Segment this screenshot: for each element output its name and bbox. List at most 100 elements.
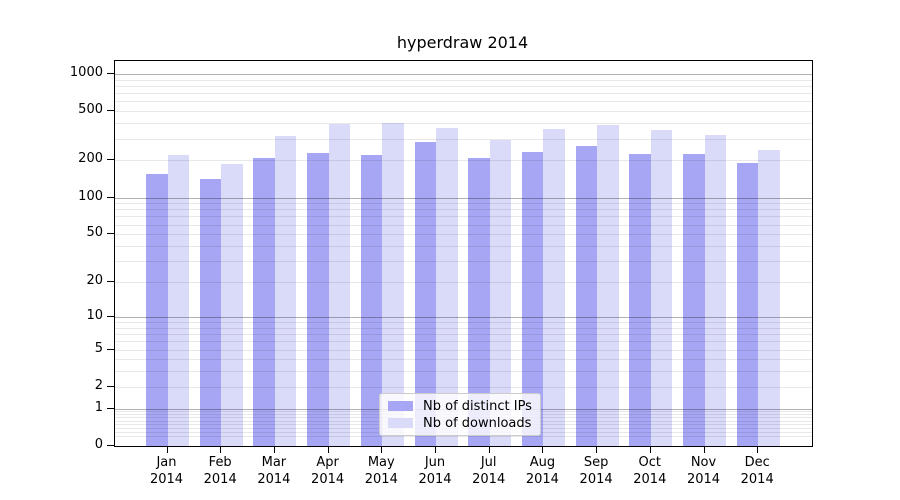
x-tick-label: Mar 2014: [257, 455, 291, 487]
x-tick-mark: [220, 446, 222, 453]
bar-distinct-ips: [199, 179, 222, 446]
plot-area: [114, 60, 813, 447]
y-tick-mark: [107, 196, 114, 198]
bar-distinct-ips: [414, 142, 436, 446]
chart-title: hyperdraw 2014: [396, 33, 529, 52]
gridline-minor: [115, 359, 812, 361]
y-tick-label: 200: [78, 151, 103, 167]
x-tick-label: Feb 2014: [203, 455, 237, 487]
bar-distinct-ips: [629, 153, 651, 446]
legend-label-distinct-ips: Nb of distinct IPs: [423, 398, 532, 414]
gridline-minor: [115, 436, 812, 438]
y-tick-mark: [107, 445, 114, 446]
bar-distinct-ips: [468, 158, 490, 446]
bar-downloads: [597, 124, 619, 446]
x-tick-label: Dec 2014: [740, 455, 774, 487]
x-tick-mark: [542, 446, 544, 453]
y-tick-label: 100: [78, 188, 103, 204]
gridline-minor: [115, 334, 812, 335]
x-tick-label: May 2014: [364, 455, 398, 487]
y-tick-mark: [107, 407, 114, 409]
y-tick-mark: [107, 110, 114, 112]
gridline-minor: [115, 341, 812, 343]
legend-label-downloads: Nb of downloads: [423, 415, 532, 431]
gridline-minor: [115, 216, 812, 218]
x-tick-mark: [381, 446, 383, 453]
x-tick-mark: [166, 446, 168, 453]
x-tick-label: Nov 2014: [686, 455, 721, 487]
gridline-minor: [115, 234, 812, 236]
gridline-major: [115, 316, 812, 318]
y-tick-label: 50: [86, 225, 103, 241]
gridline-minor: [115, 101, 812, 103]
x-tick-mark: [273, 446, 275, 453]
bar-distinct-ips: [253, 158, 275, 446]
y-tick-mark: [107, 385, 114, 387]
x-tick-mark: [757, 446, 759, 453]
gridline-minor: [115, 371, 812, 373]
y-tick-label: 1: [94, 399, 103, 415]
bar-downloads: [167, 155, 189, 446]
gridline-minor: [115, 261, 812, 263]
bar-downloads: [489, 139, 512, 446]
y-tick-mark: [107, 72, 114, 74]
x-tick-mark: [649, 446, 651, 453]
y-tick-label: 500: [78, 102, 103, 118]
legend-item-distinct-ips: Nb of distinct IPs: [388, 398, 532, 414]
gridline-minor: [115, 79, 812, 81]
legend-item-downloads: Nb of downloads: [388, 415, 532, 431]
gridline-minor: [115, 160, 812, 162]
bar-downloads: [382, 123, 404, 446]
y-tick-label: 20: [86, 273, 103, 288]
gridline-minor: [115, 322, 812, 323]
y-tick-mark: [107, 348, 114, 350]
y-tick-label: 2: [94, 377, 103, 393]
bar-downloads: [704, 135, 726, 446]
y-tick-label: 10: [86, 307, 103, 323]
bar-distinct-ips: [307, 152, 329, 446]
gridline-minor: [115, 123, 812, 125]
y-tick-mark: [107, 281, 114, 282]
legend-swatch-downloads: [388, 418, 413, 428]
gridline-minor: [115, 93, 812, 95]
legend: Nb of distinct IPs Nb of downloads: [379, 393, 541, 436]
x-tick-label: Apr 2014: [311, 455, 345, 487]
x-tick-label: Jan 2014: [149, 455, 184, 487]
gridline-minor: [115, 85, 812, 87]
bar-downloads: [543, 129, 565, 446]
gridline-major: [115, 73, 812, 75]
y-tick-label: 5: [94, 340, 103, 356]
bar-distinct-ips: [360, 155, 383, 446]
gridline-minor: [115, 138, 812, 140]
x-tick-mark: [327, 446, 329, 453]
gridline-minor: [115, 386, 812, 388]
y-tick-mark: [107, 233, 114, 235]
x-tick-label: Sep 2014: [579, 455, 613, 487]
x-tick-mark: [703, 446, 705, 453]
bar-downloads: [221, 164, 243, 446]
bar-downloads: [328, 124, 351, 446]
gridline-minor: [115, 246, 812, 247]
bar-distinct-ips: [683, 153, 705, 446]
gridline-minor: [115, 111, 812, 113]
bar-distinct-ips: [575, 145, 598, 446]
x-tick-mark: [596, 446, 598, 453]
bar-distinct-ips: [146, 173, 168, 446]
x-tick-mark: [435, 446, 436, 453]
y-tick-mark: [107, 315, 114, 317]
x-tick-mark: [488, 446, 490, 453]
x-tick-label: Oct 2014: [633, 455, 667, 487]
gridline-minor: [115, 203, 812, 205]
y-tick-label: 0: [94, 437, 103, 452]
gridline-minor: [115, 327, 812, 329]
gridline-minor: [115, 224, 812, 226]
bar-downloads: [274, 136, 297, 446]
bar-downloads: [758, 150, 780, 446]
y-tick-label: 1000: [69, 64, 103, 80]
gridline-minor: [115, 282, 812, 283]
bar-distinct-ips: [736, 162, 759, 446]
x-tick-label: Jun 2014: [418, 455, 452, 487]
bar-distinct-ips: [521, 152, 544, 446]
legend-swatch-distinct-ips: [388, 401, 413, 411]
